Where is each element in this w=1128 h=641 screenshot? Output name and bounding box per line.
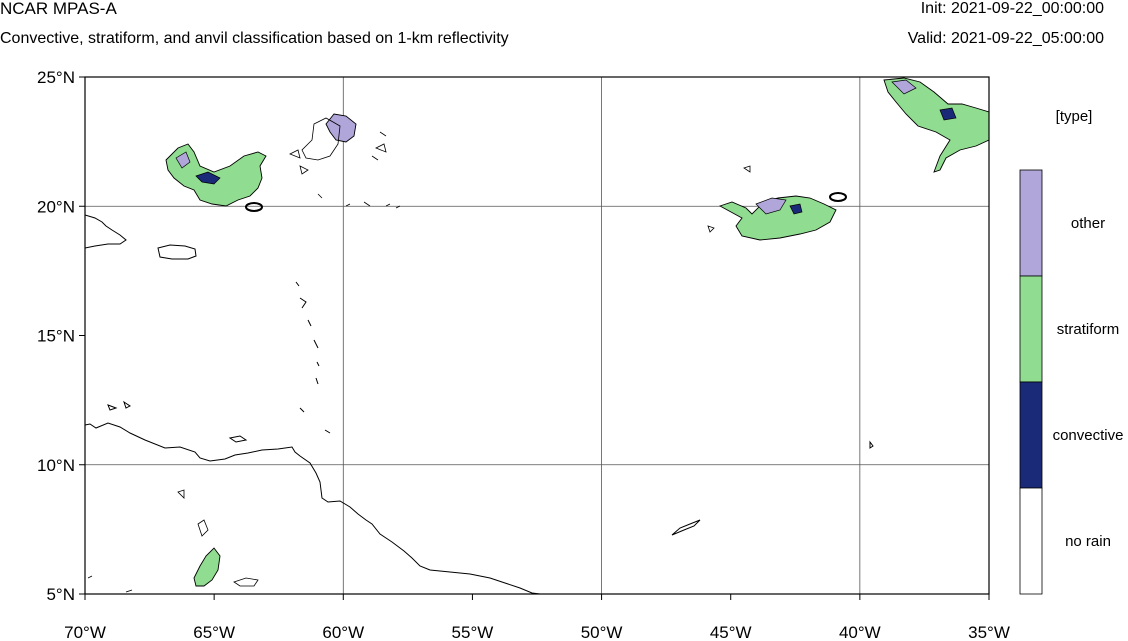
legend-label: stratiform	[1057, 321, 1120, 338]
y-tick-label: 5°N	[46, 585, 75, 604]
island-chain	[295, 281, 331, 434]
convective-area	[195, 171, 221, 185]
stratiform-area	[718, 195, 837, 241]
stratiform-area	[883, 77, 989, 173]
valid-time-label: Valid: 2021-09-22_05:00:00	[907, 30, 1104, 47]
north-coast-outline	[85, 214, 127, 249]
legend-label: no rain	[1065, 533, 1111, 550]
rain-systems	[87, 77, 989, 593]
south-america-coastline	[85, 422, 541, 594]
rain-system-west	[165, 143, 267, 212]
anvil-area	[175, 151, 191, 169]
island-small-2	[107, 404, 118, 411]
longitude-axis: 70°W 65°W 60°W 55°W 50°W 45°W 40°W 35°W	[64, 594, 1010, 641]
rain-system-anvil	[289, 113, 401, 209]
island-small-1	[228, 435, 248, 443]
stratiform-area	[165, 143, 267, 207]
legend-swatch	[1019, 381, 1043, 489]
small-cells	[707, 165, 751, 233]
convective-area	[939, 107, 957, 121]
latitude-axis: 25°N 20°N 15°N 10°N 5°N	[37, 68, 85, 604]
legend-swatch	[1019, 487, 1043, 595]
x-tick-label: 45°W	[710, 623, 752, 641]
anvil-area	[325, 113, 357, 143]
x-tick-label: 50°W	[581, 623, 623, 641]
legend-title: [type]	[1056, 108, 1093, 125]
legend-label: other	[1071, 215, 1105, 232]
x-tick-label: 60°W	[322, 623, 364, 641]
contour-loop	[245, 202, 263, 212]
map-gridlines	[85, 77, 989, 594]
y-tick-label: 25°N	[37, 68, 75, 87]
coastlines	[85, 214, 874, 594]
island-east-small	[671, 519, 701, 536]
island-small-3	[123, 400, 131, 409]
stratiform-area	[193, 547, 221, 587]
y-tick-label: 20°N	[37, 197, 75, 216]
island-puerto-rico	[157, 244, 197, 260]
outline-contour	[87, 489, 259, 593]
init-time-label: Init: 2021-09-22_00:00:00	[920, 0, 1104, 17]
map-subtitle: Convective, stratiform, and anvil classi…	[0, 30, 509, 47]
anvil-area	[891, 79, 917, 95]
map-title: NCAR MPAS-A	[0, 0, 117, 18]
anvil-area	[755, 197, 787, 215]
legend-swatch	[1019, 169, 1043, 277]
outline-contour	[301, 117, 341, 161]
island-east	[869, 440, 874, 449]
rain-system-south	[87, 489, 259, 593]
type-legend: [type] other stratiform convective no rain	[1019, 108, 1124, 595]
scattered-cells	[289, 131, 401, 209]
x-tick-label: 40°W	[839, 623, 881, 641]
y-tick-label: 10°N	[37, 456, 75, 475]
x-tick-label: 65°W	[193, 623, 235, 641]
convective-area	[789, 203, 803, 215]
x-tick-label: 70°W	[64, 623, 106, 641]
x-tick-label: 55°W	[452, 623, 494, 641]
rain-system-central	[707, 165, 847, 241]
map-frame	[84, 76, 990, 595]
legend-swatch	[1019, 275, 1043, 383]
contour-loop	[829, 192, 847, 202]
y-tick-label: 15°N	[37, 327, 75, 346]
x-tick-label: 35°W	[968, 623, 1010, 641]
legend-label: convective	[1053, 427, 1124, 444]
rain-system-northeast	[883, 77, 989, 173]
